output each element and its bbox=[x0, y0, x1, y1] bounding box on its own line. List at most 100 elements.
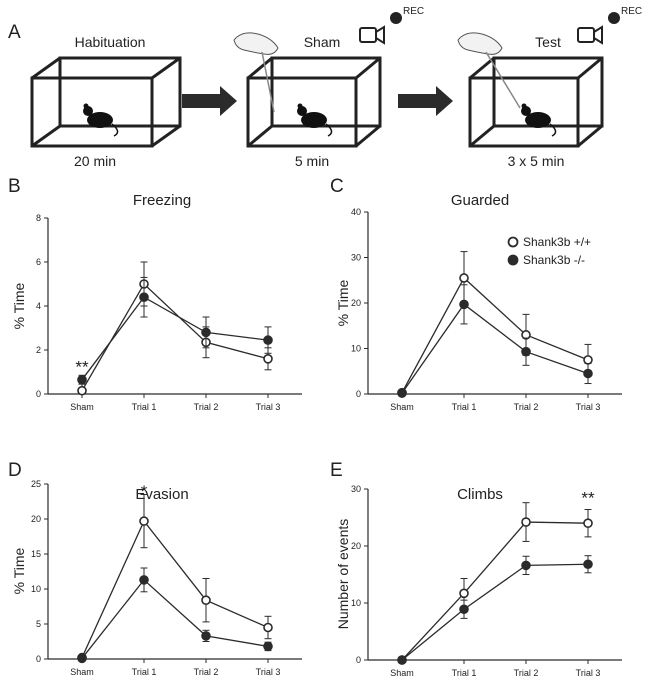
freezing-point-ko bbox=[139, 292, 149, 303]
record-dot-icon bbox=[608, 12, 620, 24]
panel-letter-c: C bbox=[330, 176, 344, 197]
freezing-y-axis-label: % Time bbox=[11, 282, 27, 329]
y-tick-label: 0 bbox=[36, 654, 41, 664]
guarded-point-ko bbox=[397, 388, 407, 398]
evasion-series-line-ko bbox=[81, 578, 269, 659]
habituation-duration: 20 min bbox=[74, 153, 116, 169]
x-tick-label: Trial 3 bbox=[576, 668, 601, 678]
protocol-panel: A Habituation 20 min Sham bbox=[8, 6, 642, 169]
climbs-chart: E Climbs Number of events 0 10 20 30 Sham Trial … bbox=[330, 460, 622, 678]
freezing-point-ko bbox=[77, 374, 87, 385]
x-tick-label: Trial 1 bbox=[132, 667, 157, 677]
x-tick-label: Trial 1 bbox=[452, 402, 477, 412]
evasion-chart: D Evasion % Time 0 5 10 15 20 25 Sham Trial 1 Trial… bbox=[8, 460, 302, 677]
y-tick-label: 6 bbox=[36, 257, 41, 267]
climbs-y-axis-label: Number of events bbox=[335, 519, 351, 630]
x-tick-label: Trial 3 bbox=[256, 667, 281, 677]
x-tick-label: Trial 2 bbox=[194, 402, 219, 412]
habituation-cage bbox=[30, 56, 182, 148]
y-tick-label: 10 bbox=[351, 344, 361, 354]
camera-icon bbox=[359, 25, 385, 45]
guarded-point-wt bbox=[583, 355, 593, 365]
legend-marker-wt bbox=[507, 236, 519, 248]
x-tick-label: Trial 3 bbox=[256, 402, 281, 412]
record-dot-icon bbox=[390, 12, 402, 24]
x-tick-label: Trial 1 bbox=[452, 668, 477, 678]
x-tick-label: Trial 2 bbox=[514, 668, 539, 678]
legend: Shank3b +/+ Shank3b -/- bbox=[507, 235, 591, 267]
guarded-point-wt bbox=[459, 273, 469, 283]
climbs-point-ko bbox=[521, 560, 531, 571]
hand-icon bbox=[457, 32, 521, 109]
legend-label-ko: Shank3b -/- bbox=[523, 253, 585, 267]
climbs-point-ko bbox=[397, 655, 407, 665]
climbs-series-line-wt bbox=[401, 521, 589, 661]
y-tick-label: 30 bbox=[351, 484, 361, 494]
freezing-point-wt bbox=[77, 385, 87, 396]
panel-letter-e: E bbox=[330, 460, 343, 481]
guarded-chart: C Guarded % Time 0 10 20 30 40 Sham Trial 1 Trial … bbox=[330, 176, 622, 412]
mouse-icon bbox=[521, 103, 557, 137]
climbs-point-wt bbox=[583, 518, 593, 529]
guarded-title: Guarded bbox=[451, 192, 509, 209]
evasion-significance-mark: * bbox=[141, 482, 148, 501]
y-tick-label: 0 bbox=[36, 389, 41, 399]
guarded-y-axis-label: % Time bbox=[335, 279, 351, 326]
climbs-point-ko bbox=[583, 559, 593, 570]
sham-duration: 5 min bbox=[295, 153, 329, 169]
climbs-significance-mark: ** bbox=[581, 489, 595, 508]
guarded-series-line-ko bbox=[401, 303, 589, 394]
freezing-significance-mark: ** bbox=[75, 358, 89, 377]
panel-letter-d: D bbox=[8, 460, 22, 481]
y-tick-label: 20 bbox=[351, 541, 361, 551]
panel-letter-a: A bbox=[8, 22, 21, 43]
climbs-point-ko bbox=[459, 604, 469, 615]
y-tick-label: 25 bbox=[31, 479, 41, 489]
x-tick-label: Trial 3 bbox=[576, 402, 601, 412]
evasion-point-wt bbox=[201, 595, 211, 606]
guarded-point-ko bbox=[521, 346, 531, 357]
arrow-icon bbox=[398, 86, 453, 116]
evasion-title: Evasion bbox=[135, 486, 188, 503]
freezing-point-ko bbox=[201, 327, 211, 338]
guarded-point-ko bbox=[583, 368, 593, 379]
y-tick-label: 10 bbox=[351, 598, 361, 608]
y-tick-label: 30 bbox=[351, 253, 361, 263]
y-tick-label: 20 bbox=[351, 298, 361, 308]
freezing-series-line-wt bbox=[81, 282, 269, 392]
guarded-series-line-wt bbox=[401, 276, 589, 393]
legend-marker-ko bbox=[507, 254, 519, 266]
mouse-icon bbox=[297, 103, 333, 137]
freezing-series-line-ko bbox=[81, 296, 269, 381]
stage-sham-label: Sham bbox=[304, 34, 341, 50]
freezing-point-wt bbox=[263, 353, 273, 364]
x-tick-label: Trial 2 bbox=[514, 402, 539, 412]
y-tick-label: 4 bbox=[36, 301, 41, 311]
rec-label: REC bbox=[621, 6, 642, 17]
hand-icon bbox=[233, 32, 279, 113]
x-tick-label: Sham bbox=[390, 668, 414, 678]
sham-cage bbox=[246, 56, 382, 148]
test-cage bbox=[468, 56, 604, 148]
evasion-point-ko bbox=[139, 575, 149, 585]
y-tick-label: 15 bbox=[31, 549, 41, 559]
x-tick-label: Sham bbox=[70, 402, 94, 412]
legend-label-wt: Shank3b +/+ bbox=[523, 235, 591, 249]
evasion-point-ko bbox=[77, 653, 87, 664]
evasion-point-ko bbox=[201, 631, 211, 641]
climbs-series-line-ko bbox=[401, 563, 589, 661]
stage-habituation-label: Habituation bbox=[75, 34, 146, 50]
y-tick-label: 8 bbox=[36, 213, 41, 223]
panel-letter-b: B bbox=[8, 176, 21, 197]
x-tick-label: Trial 2 bbox=[194, 667, 219, 677]
y-tick-label: 0 bbox=[356, 655, 361, 665]
evasion-point-ko bbox=[263, 641, 273, 652]
x-tick-label: Sham bbox=[390, 402, 414, 412]
evasion-point-wt bbox=[263, 622, 273, 633]
climbs-point-wt bbox=[521, 517, 531, 527]
y-tick-label: 2 bbox=[36, 345, 41, 355]
y-tick-label: 40 bbox=[351, 207, 361, 217]
y-tick-label: 0 bbox=[356, 389, 361, 399]
x-tick-label: Trial 1 bbox=[132, 402, 157, 412]
